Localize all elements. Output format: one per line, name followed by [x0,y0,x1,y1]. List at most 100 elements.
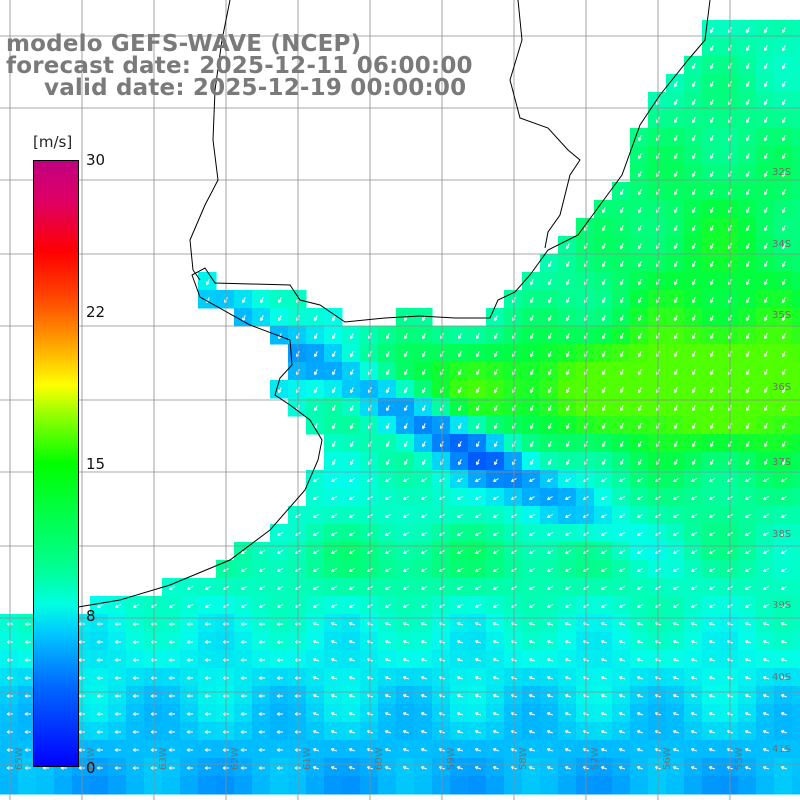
wind-cell [486,776,505,795]
wind-cell [648,254,667,273]
wind-arrow [350,333,354,340]
wind-arrow [330,604,337,608]
latitude-label: 32S [772,167,791,178]
wind-arrow [402,532,409,536]
latitude-label: 39S [772,600,791,611]
wind-arrow [762,496,769,500]
wind-arrow [710,369,714,376]
wind-arrow [402,514,409,518]
wind-arrow [602,333,606,340]
wind-cell [432,344,451,363]
wind-cell [684,344,703,363]
wind-arrow [402,658,409,662]
wind-cell [396,362,415,381]
wind-arrow [492,514,499,518]
wind-arrow [528,568,535,572]
wind-arrow [746,189,750,196]
wind-cell [684,92,703,111]
wind-arrow [312,586,319,590]
wind-arrow [276,604,283,608]
wind-arrow [564,766,571,770]
wind-cell [360,362,379,381]
wind-cell [684,56,703,75]
wind-arrow [186,766,193,770]
wind-arrow [780,640,787,644]
wind-arrow [312,766,319,770]
wind-arrow [602,279,606,286]
wind-arrow [114,604,121,608]
wind-arrow [564,676,571,680]
wind-arrow [492,496,499,500]
wind-arrow [458,441,462,448]
wind-cell [684,434,703,453]
wind-cell [288,362,307,381]
wind-arrow [636,622,643,626]
wind-cell [612,236,631,255]
wind-arrow [618,766,625,770]
wind-arrow [636,748,643,752]
wind-cell [594,290,613,309]
wind-cell [720,272,739,291]
wind-arrow [546,514,553,518]
wind-cell [576,416,595,435]
wind-cell [648,110,667,129]
wind-arrow [204,766,211,770]
wind-arrow [782,369,786,376]
wind-cell [666,200,685,219]
wind-arrow [312,658,319,662]
wind-cell [792,632,800,651]
wind-arrow [710,171,714,178]
wind-arrow [566,351,570,358]
wind-arrow [314,369,318,376]
wind-arrow [764,171,768,178]
wind-arrow [96,604,103,608]
wind-arrow [528,730,535,734]
wind-arrow [402,766,409,770]
wind-cell [324,452,343,471]
wind-cell [342,398,361,417]
longitude-label: 64W [86,747,97,770]
wind-arrow [348,748,355,752]
wind-arrow [762,694,769,698]
wind-arrow [780,496,787,500]
wind-arrow [672,640,679,644]
wind-cell [558,398,577,417]
wind-arrow [744,676,751,680]
wind-arrow [780,568,787,572]
wind-arrow [332,423,336,430]
wind-arrow [638,225,642,232]
wind-cell [18,776,37,795]
wind-arrow [348,604,355,608]
wind-arrow [566,387,570,394]
wind-cell [630,128,649,147]
wind-cell [630,380,649,399]
wind-cell [720,38,739,57]
wind-cell [306,380,325,399]
wind-arrow [492,694,499,698]
wind-cell [666,290,685,309]
wind-cell [666,776,685,795]
wind-cell [270,290,289,309]
wind-arrow [528,604,535,608]
wind-arrow [386,441,390,448]
wind-arrow [692,207,696,214]
wind-arrow [348,694,355,698]
wind-arrow [692,261,696,268]
wind-arrow [402,694,409,698]
wind-cell [774,290,793,309]
wind-arrow [744,748,751,752]
wind-arrow [710,153,714,160]
wind-arrow [420,712,427,716]
wind-arrow [710,99,714,106]
wind-cell [720,146,739,165]
wind-arrow [638,297,642,304]
wind-cell [792,236,800,255]
wind-arrow [674,441,678,448]
wind-arrow [746,459,750,466]
wind-cell [342,344,361,363]
wind-arrow [764,99,768,106]
wind-cell [504,344,523,363]
wind-arrow [744,694,751,698]
wind-arrow [348,586,355,590]
wind-arrow [618,532,625,536]
